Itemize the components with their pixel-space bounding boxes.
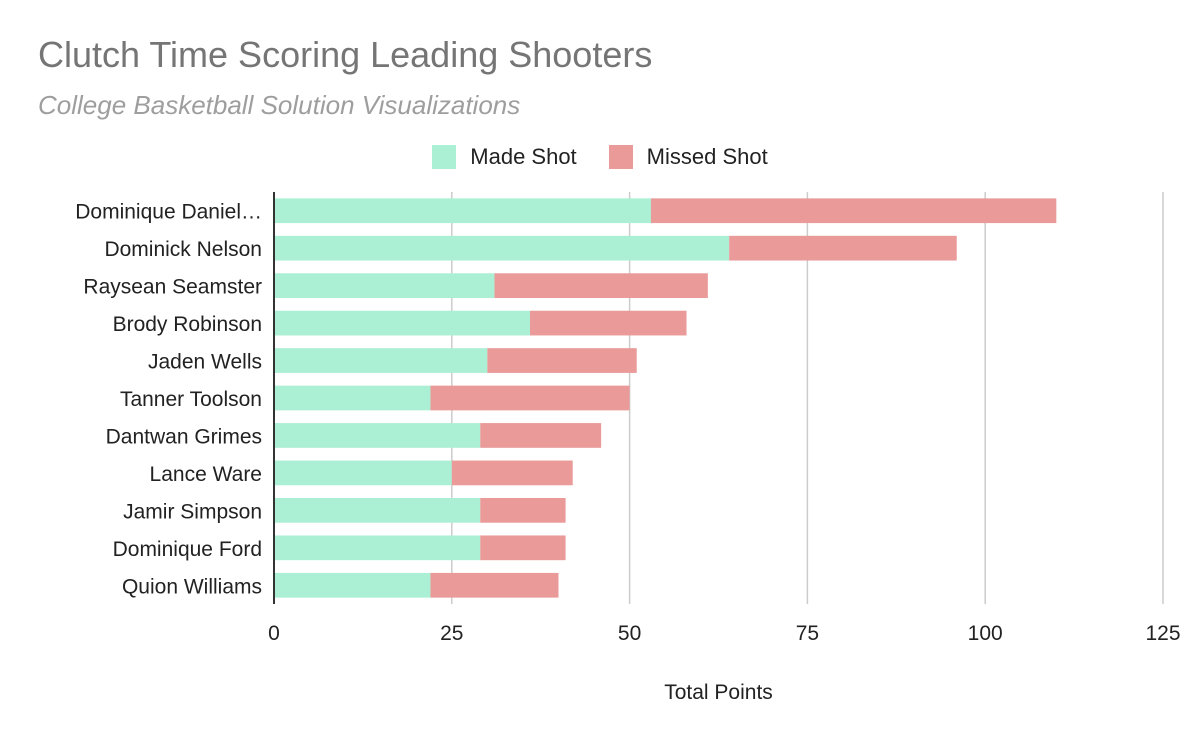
bar-missed-shot[interactable] xyxy=(494,273,708,298)
bar-missed-shot[interactable] xyxy=(650,198,1057,224)
bar-made-shot[interactable] xyxy=(274,572,431,598)
bar-made-shot[interactable] xyxy=(274,498,481,523)
x-tick-label: 125 xyxy=(1145,622,1180,645)
category-label: Lance Ware xyxy=(150,463,262,486)
category-label: Jaden Wells xyxy=(148,351,262,374)
category-label: Tanner Toolson xyxy=(120,388,262,411)
bars xyxy=(274,198,1057,598)
category-label: Jamir Simpson xyxy=(123,500,262,523)
chart-subtitle: College Basketball Solution Visualizatio… xyxy=(38,90,521,120)
bar-made-shot[interactable] xyxy=(274,460,452,486)
chart-title: Clutch Time Scoring Leading Shooters xyxy=(38,34,653,75)
bar-missed-shot[interactable] xyxy=(451,460,573,486)
x-tick-label: 50 xyxy=(618,622,641,645)
legend-item-missed-shot[interactable]: Missed Shot xyxy=(608,144,768,170)
category-label: Raysean Seamster xyxy=(83,276,262,299)
category-label: Dominick Nelson xyxy=(104,238,262,261)
category-label: Quion Williams xyxy=(122,575,262,598)
legend-item-made-shot[interactable]: Made Shot xyxy=(432,144,577,170)
bar-missed-shot[interactable] xyxy=(487,348,637,373)
category-label: Brody Robinson xyxy=(113,313,262,336)
legend-swatch-made-shot xyxy=(432,145,457,169)
bar-made-shot[interactable] xyxy=(274,348,488,373)
x-axis-label: Total Points xyxy=(664,681,773,704)
legend-label-missed-shot: Missed Shot xyxy=(646,144,768,169)
x-tick-labels: 0 25 50 75 100 125 xyxy=(268,622,1180,645)
bar-made-shot[interactable] xyxy=(274,235,730,261)
bar-made-shot[interactable] xyxy=(274,385,431,411)
bar-made-shot[interactable] xyxy=(274,198,651,224)
legend-swatch-missed-shot xyxy=(608,145,633,169)
category-labels: Dominique Daniel… Dominick Nelson Raysean … xyxy=(75,201,262,599)
category-label: Dantwan Grimes xyxy=(106,425,262,448)
x-tick-label: 75 xyxy=(796,622,819,645)
category-label: Dominique Ford xyxy=(113,538,262,561)
bar-missed-shot[interactable] xyxy=(480,423,602,448)
bar-missed-shot[interactable] xyxy=(480,535,566,561)
bar-missed-shot[interactable] xyxy=(480,498,566,523)
bar-made-shot[interactable] xyxy=(274,535,481,561)
legend: Made Shot Missed Shot xyxy=(0,142,1200,172)
category-label: Dominique Daniel… xyxy=(75,201,262,224)
bar-missed-shot[interactable] xyxy=(430,385,630,411)
bar-missed-shot[interactable] xyxy=(430,572,559,598)
x-tick-label: 0 xyxy=(268,622,280,645)
bar-missed-shot[interactable] xyxy=(729,235,957,261)
bar-made-shot[interactable] xyxy=(274,273,495,298)
bar-made-shot[interactable] xyxy=(274,423,481,448)
legend-label-made-shot: Made Shot xyxy=(470,144,577,169)
bar-made-shot[interactable] xyxy=(274,310,531,336)
x-tick-label: 100 xyxy=(968,622,1003,645)
bar-missed-shot[interactable] xyxy=(530,310,687,336)
x-tick-label: 25 xyxy=(440,622,463,645)
